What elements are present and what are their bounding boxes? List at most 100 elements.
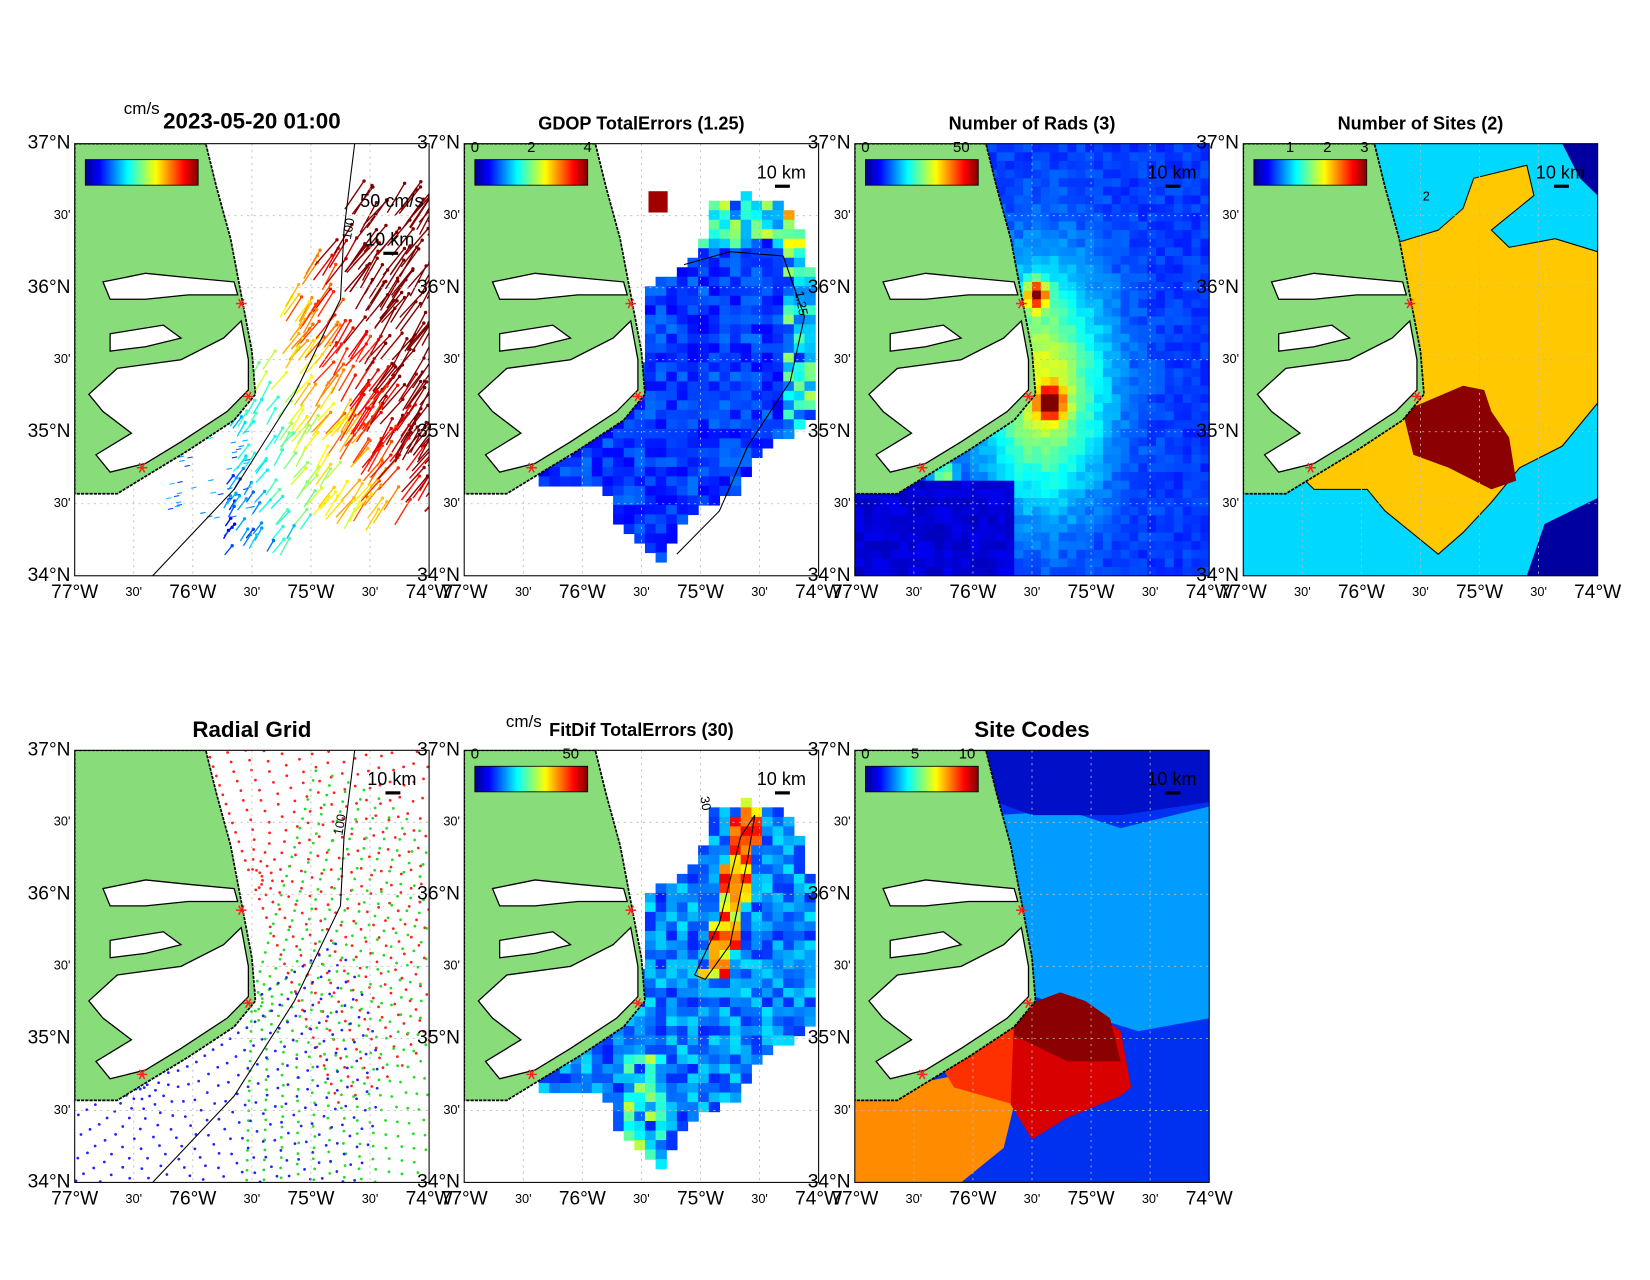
data-cell: [1076, 386, 1085, 395]
data-cell: [677, 1121, 688, 1131]
data-cell: [730, 1083, 741, 1093]
grid-point: [141, 1098, 144, 1101]
data-cell: [1041, 342, 1050, 351]
lon-label: 76°W: [559, 582, 606, 603]
data-cell: [698, 438, 709, 448]
data-cell: [613, 448, 624, 458]
grid-point: [409, 897, 412, 900]
data-cell: [1183, 308, 1192, 317]
grid-point: [103, 1161, 106, 1164]
grid-point: [370, 1085, 373, 1088]
panel-title: GDOP TotalErrors (1.25): [538, 113, 744, 133]
data-cell: [656, 1140, 667, 1150]
grid-point: [238, 1121, 241, 1124]
data-cell: [719, 448, 730, 458]
data-cell: [926, 533, 935, 542]
grid-point: [343, 1176, 346, 1179]
data-cell: [1041, 403, 1050, 412]
vector-head: [343, 412, 346, 415]
vector-head: [334, 490, 337, 493]
data-cell: [1041, 524, 1050, 533]
data-cell: [1067, 308, 1076, 317]
data-cell: [1067, 481, 1076, 490]
grid-point: [257, 1082, 260, 1085]
grid-point: [410, 869, 413, 872]
data-cell: [1085, 325, 1094, 334]
data-cell: [719, 429, 730, 439]
grid-point: [340, 1004, 343, 1007]
data-cell: [1014, 541, 1023, 550]
grid-point: [366, 1076, 369, 1079]
grid-point: [325, 794, 328, 797]
data-cell: [645, 1016, 656, 1026]
data-cell: [961, 489, 970, 498]
data-cell: [1112, 524, 1121, 533]
data-cell: [794, 391, 805, 401]
data-cell: [1191, 299, 1200, 308]
vector-head: [332, 402, 335, 405]
data-cell: [709, 315, 720, 325]
data-cell: [1059, 144, 1068, 153]
grid-point: [385, 944, 388, 947]
grid-point: [264, 951, 267, 954]
lon-label: 76°W: [949, 582, 996, 603]
grid-point: [298, 827, 301, 830]
grid-point: [369, 983, 372, 986]
vector-head: [446, 485, 449, 488]
grid-point: [277, 982, 280, 985]
data-cell: [935, 489, 944, 498]
data-cell: [741, 419, 752, 429]
grid-point: [285, 1159, 288, 1162]
grid-point: [267, 942, 270, 945]
grid-point: [379, 985, 382, 988]
data-cell: [917, 498, 926, 507]
grid-point: [397, 909, 400, 912]
grid-point: [372, 924, 375, 927]
data-cell: [1014, 455, 1023, 464]
grid-point: [407, 850, 410, 853]
data-cell: [666, 400, 677, 410]
vector-head: [419, 180, 422, 183]
grid-point: [403, 833, 406, 836]
lat-label: 36°N: [28, 883, 71, 904]
data-cell: [1032, 412, 1041, 421]
grid-point: [182, 1100, 185, 1103]
data-cell: [1156, 360, 1165, 369]
data-cell: [666, 883, 677, 893]
grid-point: [347, 1075, 350, 1078]
data-cell: [634, 1140, 645, 1150]
data-cell: [1191, 308, 1200, 317]
data-cell: [1174, 325, 1183, 334]
grid-point: [376, 1068, 379, 1071]
vector-head: [407, 292, 410, 295]
data-cell: [762, 267, 773, 277]
data-cell: [899, 550, 908, 559]
vector-head: [335, 341, 338, 344]
data-cell: [1023, 438, 1032, 447]
data-cell: [1094, 550, 1103, 559]
data-cell: [549, 1074, 560, 1084]
data-cell: [1067, 558, 1076, 567]
data-cell: [677, 372, 688, 382]
data-cell: [997, 438, 1006, 447]
data-cell: [751, 229, 762, 239]
data-cell: [997, 152, 1006, 161]
vector-head: [432, 472, 435, 475]
grid-point: [304, 871, 307, 874]
vector-head: [342, 298, 345, 301]
data-cell: [687, 978, 698, 988]
data-cell: [645, 1093, 656, 1103]
grid-point: [288, 1175, 291, 1178]
data-cell: [1005, 489, 1014, 498]
data-cell: [1112, 144, 1121, 153]
data-cell: [1103, 351, 1112, 360]
data-cell: [1183, 256, 1192, 265]
data-cell: [1094, 317, 1103, 326]
lon-label: 76°W: [1338, 582, 1385, 603]
data-cell: [751, 324, 762, 334]
data-cell: [1050, 334, 1059, 343]
data-cell: [666, 524, 677, 534]
data-cell: [1183, 368, 1192, 377]
data-cell: [1041, 178, 1050, 187]
data-cell: [1183, 221, 1192, 230]
